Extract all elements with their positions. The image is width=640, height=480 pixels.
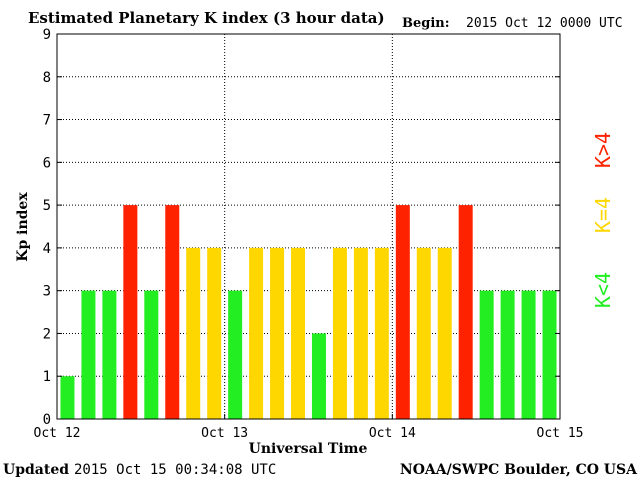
y-tick-label: 1 bbox=[43, 369, 51, 385]
y-tick-label: 9 bbox=[43, 27, 51, 43]
ticks-layer: 0 1 2 3 4 5 6 7 8 9 Oct 12 Oct 13 Oct 14 Oct 15 bbox=[34, 27, 584, 441]
kp-bar bbox=[81, 290, 96, 419]
kp-bar bbox=[165, 205, 180, 419]
chart-title: Estimated Planetary K index (3 hour data… bbox=[28, 9, 385, 27]
y-tick-label: 2 bbox=[43, 326, 51, 342]
y-tick-label: 8 bbox=[43, 70, 51, 86]
kp-bar bbox=[353, 247, 368, 419]
kp-bar bbox=[416, 247, 431, 419]
x-tick-label: Oct 14 bbox=[369, 426, 416, 441]
y-tick-label: 0 bbox=[43, 412, 51, 428]
legend-high: K>4 bbox=[591, 132, 615, 168]
y-tick-label: 6 bbox=[43, 155, 51, 171]
updated-value: 2015 Oct 15 00:34:08 UTC bbox=[74, 462, 276, 478]
kp-bar bbox=[437, 247, 452, 419]
kp-bar bbox=[186, 247, 201, 419]
x-tick-label: Oct 15 bbox=[537, 426, 584, 441]
kp-bar bbox=[521, 290, 536, 419]
kp-bar bbox=[207, 247, 222, 419]
plot-frame bbox=[56, 33, 561, 420]
begin-label: Begin: bbox=[402, 16, 450, 31]
source-credit: NOAA/SWPC Boulder, CO USA bbox=[400, 462, 638, 478]
kp-bar bbox=[123, 205, 138, 419]
x-tick-label: Oct 12 bbox=[34, 426, 81, 441]
x-tick-label: Oct 13 bbox=[201, 426, 248, 441]
begin-value: 2015 Oct 12 0000 UTC bbox=[466, 16, 623, 31]
x-axis-label: Universal Time bbox=[249, 441, 368, 457]
kp-bar bbox=[479, 290, 494, 419]
kp-bar bbox=[102, 290, 117, 419]
kp-bar bbox=[228, 290, 243, 419]
kp-bar bbox=[270, 247, 285, 419]
y-tick-label: 5 bbox=[43, 198, 51, 214]
kp-bar bbox=[144, 290, 159, 419]
plot-area bbox=[56, 33, 561, 420]
kp-bar bbox=[374, 247, 389, 419]
updated-label: Updated bbox=[3, 462, 69, 478]
axes-layer bbox=[56, 33, 561, 420]
y-tick-label: 3 bbox=[43, 284, 51, 300]
kp-bar bbox=[311, 333, 326, 419]
bars-layer bbox=[60, 205, 557, 419]
y-tick-label: 4 bbox=[43, 241, 51, 257]
kp-bar bbox=[500, 290, 515, 419]
y-tick-label: 7 bbox=[43, 113, 51, 129]
kp-bar bbox=[542, 290, 557, 419]
kp-bar bbox=[458, 205, 473, 419]
y-axis-label: Kp index bbox=[15, 192, 31, 262]
legend-equal: K=4 bbox=[591, 197, 615, 233]
legend-low: K<4 bbox=[591, 272, 615, 308]
kp-bar bbox=[249, 247, 264, 419]
kp-bar bbox=[395, 205, 410, 419]
grid-layer bbox=[57, 34, 560, 419]
kp-bar bbox=[291, 247, 306, 419]
kp-bar bbox=[332, 247, 347, 419]
kp-bar bbox=[60, 376, 75, 419]
